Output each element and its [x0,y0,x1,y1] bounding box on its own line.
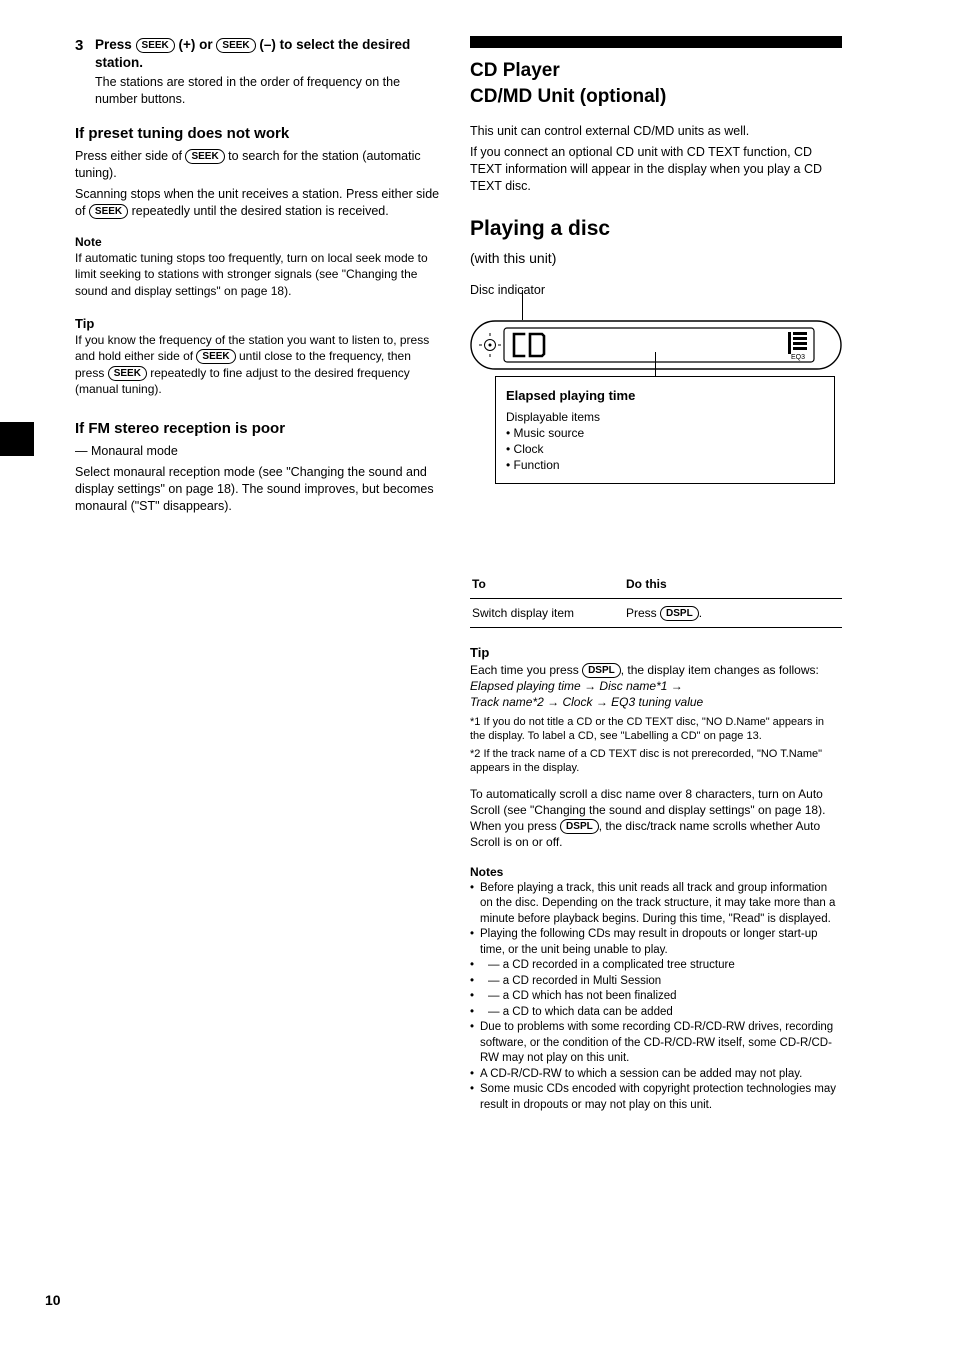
step-number: 3 [75,36,95,108]
notes-list: Before playing a track, this unit reads … [470,881,842,1114]
flow-text-2: Track name*2 → Clock → EQ3 tuning value [470,694,842,710]
tip-text: If you know the frequency of the station… [75,332,440,397]
info-line: • Music source [506,425,824,441]
section-divider-bar [470,36,842,48]
col-to: To [470,570,620,598]
note-text: If automatic tuning stops too frequently… [75,250,440,299]
side-tab [0,422,34,456]
intro-text-2: If you connect an optional CD unit with … [470,144,842,195]
action-table: To Do this Switch display item Press DSP… [470,570,842,628]
step-subtext: The stations are stored in the order of … [95,74,440,108]
page: 3 Press SEEK (+) or SEEK (–) to select t… [0,0,954,1352]
disc-indicator-label: Disc indicator [470,282,545,299]
seek-minus-button-label: SEEK [216,38,255,53]
note-item: Some music CDs encoded with copyright pr… [470,1082,842,1113]
heading-cd-md: CD/MD Unit (optional) [470,84,842,110]
note-item: Before playing a track, this unit reads … [470,881,842,928]
note-subitem: — a CD which has not been finalized [470,989,842,1005]
dspl-button-label: DSPL [582,663,621,678]
paragraph: Scanning stops when the unit receives a … [75,186,440,220]
right-column: CD Player CD/MD Unit (optional) This uni… [470,58,842,1113]
note-title: Note [75,234,440,250]
footnote-2: *2 If the track name of a CD TEXT disc i… [470,747,842,776]
cell-do: Press DSPL. [620,599,842,627]
dspl-button-label: DSPL [560,819,599,834]
note-subitem: — a CD recorded in Multi Session [470,974,842,990]
table-row: Switch display item Press DSPL. [470,598,842,628]
text: , the display item changes as follows: [621,663,819,677]
text: Press [626,606,660,620]
scroll-text: To automatically scroll a disc name over… [470,786,842,851]
seek-button-label: SEEK [196,349,235,364]
info-lead: Elapsed playing time [506,387,824,405]
seek-button-label: SEEK [89,204,128,219]
note-item: Due to problems with some recording CD-R… [470,1020,842,1067]
paragraph: Press either side of SEEK to search for … [75,148,440,182]
text: (+) or [175,37,217,52]
heading-preset: If preset tuning does not work [75,124,440,144]
note-item: A CD-R/CD-RW to which a session can be a… [470,1067,842,1083]
tip-title: Tip [75,315,440,333]
callout-line [655,352,656,376]
text: Press either side of [75,149,185,163]
tip-title: Tip [470,644,842,662]
info-line: Displayable items [506,409,824,425]
heading-playing-disc: Playing a disc [470,215,842,243]
tip-text: Each time you press DSPL, the display it… [470,662,842,678]
footnote-1: *1 If you do not title a CD or the CD TE… [470,715,842,744]
page-number: 10 [45,1291,61,1310]
col-do: Do this [620,570,842,598]
info-line: • Clock [506,441,824,457]
seek-plus-button-label: SEEK [136,38,175,53]
step-3: 3 Press SEEK (+) or SEEK (–) to select t… [75,36,440,108]
display-info-box: Elapsed playing time Displayable items •… [495,376,835,484]
dspl-button-label: DSPL [660,606,699,621]
notes-title: Notes [470,864,842,880]
display-unit-svg: EQ3 [470,316,842,374]
text: repeatedly until the desired station is … [128,204,389,218]
seek-button-label: SEEK [185,149,224,164]
fm-text: Select monaural reception mode (see "Cha… [75,464,440,515]
heading-fm: If FM stereo reception is poor [75,419,440,439]
heading-cd-player: CD Player [470,58,842,84]
text: Each time you press [470,663,582,677]
step-text: Press SEEK (+) or SEEK (–) to select the… [95,37,410,70]
svg-text:EQ3: EQ3 [791,354,805,361]
table-header-row: To Do this [470,570,842,598]
play-subtitle: (with this unit) [470,249,842,268]
intro-text: This unit can control external CD/MD uni… [470,123,842,140]
note-subitem: — a CD recorded in a complicated tree st… [470,958,842,974]
flow-text-1: Elapsed playing time → Disc name*1 → [470,678,842,694]
text: . [699,606,702,620]
seek-button-label: SEEK [108,366,147,381]
text: Press [95,37,136,52]
step-body: Press SEEK (+) or SEEK (–) to select the… [95,36,440,108]
left-column: 3 Press SEEK (+) or SEEK (–) to select t… [75,36,440,519]
note-item: Playing the following CDs may result in … [470,927,842,958]
info-line: • Function [506,457,824,473]
cell-to: Switch display item [470,599,620,627]
fm-subtitle: — Monaural mode [75,443,440,460]
note-subitem: — a CD to which data can be added [470,1005,842,1021]
display-illustration: Disc indicator [470,282,842,562]
